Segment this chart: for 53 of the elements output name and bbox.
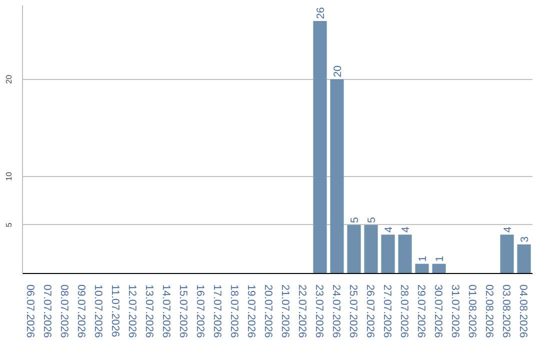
- data-label: 1: [417, 256, 429, 262]
- bar: [313, 21, 327, 274]
- x-tick-label: 04.08.2026: [517, 284, 529, 338]
- bar: [347, 224, 361, 274]
- data-label: 4: [502, 226, 514, 233]
- x-tick-label: 11.07.2026: [109, 284, 121, 338]
- x-tick-label: 03.08.2026: [500, 284, 512, 338]
- bar: [381, 234, 395, 274]
- x-tick-label: 25.07.2026: [347, 284, 359, 338]
- x-tick-label: 07.07.2026: [41, 284, 53, 338]
- y-tick-label: 10: [4, 171, 14, 181]
- data-label: 4: [400, 226, 412, 233]
- data-label: 1: [434, 256, 446, 262]
- x-tick-label: 24.07.2026: [330, 284, 342, 338]
- bar: [415, 264, 429, 274]
- x-tick-label: 20.07.2026: [262, 284, 274, 338]
- x-tick-label: 02.08.2026: [483, 284, 495, 338]
- x-tick-label: 15.07.2026: [177, 284, 189, 338]
- x-tick-label: 31.07.2026: [449, 284, 461, 338]
- x-tick-label: 28.07.2026: [398, 284, 410, 338]
- x-tick-label: 26.07.2026: [364, 284, 376, 338]
- x-tick-label: 22.07.2026: [296, 284, 308, 338]
- data-label: 5: [366, 216, 378, 223]
- x-tick-label: 01.08.2026: [466, 284, 478, 338]
- data-label: 5: [349, 216, 361, 223]
- x-tick-label: 16.07.2026: [194, 284, 206, 338]
- x-tick-label: 17.07.2026: [211, 284, 223, 338]
- x-tick-label: 18.07.2026: [228, 284, 240, 338]
- y-tick-label: 5: [4, 222, 14, 228]
- x-tick-label: 14.07.2026: [160, 284, 172, 338]
- x-tick-label: 29.07.2026: [415, 284, 427, 338]
- data-label: 20: [332, 65, 344, 78]
- x-tick-label: 19.07.2026: [245, 284, 257, 338]
- x-tick-label: 27.07.2026: [381, 284, 393, 338]
- bar: [500, 234, 514, 274]
- x-tick-label: 12.07.2026: [126, 284, 138, 338]
- bar: [517, 244, 531, 274]
- x-tick-label: 23.07.2026: [313, 284, 325, 338]
- y-tick-label: 20: [4, 74, 14, 84]
- bar: [364, 224, 378, 274]
- bar: [330, 79, 344, 274]
- x-tick-label: 08.07.2026: [58, 284, 70, 338]
- data-label: 26: [315, 7, 327, 20]
- data-label: 4: [383, 226, 395, 233]
- x-tick-label: 06.07.2026: [24, 284, 36, 338]
- bar: [432, 264, 446, 274]
- bar: [398, 234, 412, 274]
- x-tick-label: 10.07.2026: [92, 284, 104, 338]
- x-tick-label: 13.07.2026: [143, 284, 155, 338]
- data-label: 3: [519, 236, 531, 242]
- x-tick-label: 09.07.2026: [75, 284, 87, 338]
- x-tick-label: 21.07.2026: [279, 284, 291, 338]
- x-tick-label: 30.07.2026: [432, 284, 444, 338]
